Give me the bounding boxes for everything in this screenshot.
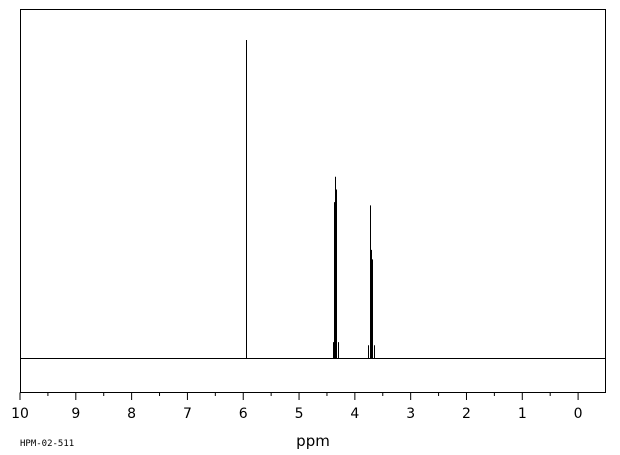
spectrum-trace (20, 40, 606, 359)
x-tick-label: 10 (11, 406, 29, 422)
x-tick-label: 1 (518, 406, 527, 422)
x-tick-label: 9 (71, 406, 80, 422)
x-axis-tick-labels: 10 9 8 7 6 5 4 3 2 1 0 (11, 406, 582, 422)
x-tick-label: 2 (462, 406, 471, 422)
x-axis-title: ppm (296, 432, 330, 450)
plot-frame (20, 9, 606, 393)
x-tick-label: 7 (183, 406, 192, 422)
x-axis-ticks (19, 392, 579, 400)
sample-code-label: HPM-02-511 (20, 439, 74, 449)
x-tick-label: 6 (239, 406, 248, 422)
x-tick-label: 5 (295, 406, 304, 422)
x-tick-label: 4 (350, 406, 359, 422)
x-tick-label: 8 (127, 406, 136, 422)
x-tick-label: 3 (406, 406, 415, 422)
x-tick-label: 0 (574, 406, 583, 422)
